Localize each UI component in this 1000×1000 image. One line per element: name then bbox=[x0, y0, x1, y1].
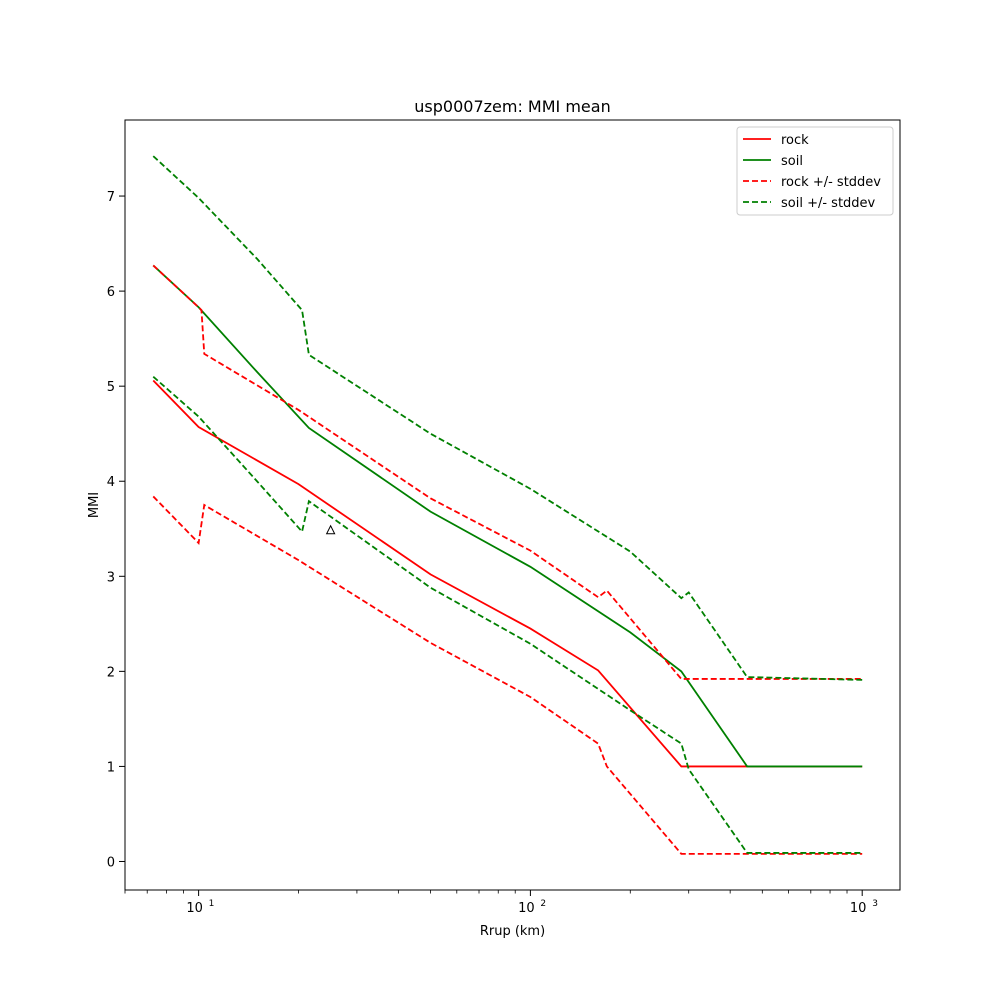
series-line-5 bbox=[152, 375, 863, 854]
series-line-0 bbox=[152, 379, 863, 768]
observation-marker-0 bbox=[325, 524, 336, 535]
y-tick-label-7: 7 bbox=[107, 190, 115, 205]
y-tick-label-2: 2 bbox=[107, 665, 115, 680]
x-axis: 10 1 10 2 10 3 bbox=[124, 890, 878, 916]
x-tick-label-0: 10 bbox=[186, 901, 203, 916]
series-line-3 bbox=[152, 495, 863, 855]
legend-label-3: soil +/- stddev bbox=[781, 196, 876, 211]
plot-area bbox=[152, 155, 863, 855]
y-tick-label-5: 5 bbox=[107, 380, 115, 395]
plot-frame bbox=[124, 119, 901, 891]
y-tick-label-3: 3 bbox=[107, 570, 115, 585]
x-tick-exponent-2: 3 bbox=[872, 899, 878, 909]
x-tick-label-2: 10 bbox=[850, 901, 867, 916]
x-tick-exponent-1: 2 bbox=[540, 899, 546, 909]
x-tick-exponent-0: 1 bbox=[209, 899, 215, 909]
y-tick-label-0: 0 bbox=[107, 855, 115, 870]
legend-label-1: soil bbox=[781, 154, 803, 169]
legend-box bbox=[736, 126, 894, 216]
legend-label-2: rock +/- stddev bbox=[781, 175, 881, 190]
x-tick-label-1: 10 bbox=[518, 901, 535, 916]
series-line-1 bbox=[152, 264, 863, 768]
y-tick-label-4: 4 bbox=[107, 475, 115, 490]
legend-label-0: rock bbox=[781, 133, 809, 148]
y-tick-label-6: 6 bbox=[107, 285, 115, 300]
legend: rock soil rock +/- stddev soil +/- stddev bbox=[736, 126, 894, 216]
y-tick-label-1: 1 bbox=[107, 760, 115, 775]
series-line-2 bbox=[152, 264, 863, 680]
y-axis: 0 1 2 3 4 5 6 7 bbox=[107, 190, 125, 870]
series-line-4 bbox=[152, 155, 863, 681]
y-axis-title: MMI bbox=[87, 492, 102, 518]
x-axis-title: Rrup (km) bbox=[480, 924, 545, 939]
chart-title: usp0007zem: MMI mean bbox=[414, 97, 610, 116]
